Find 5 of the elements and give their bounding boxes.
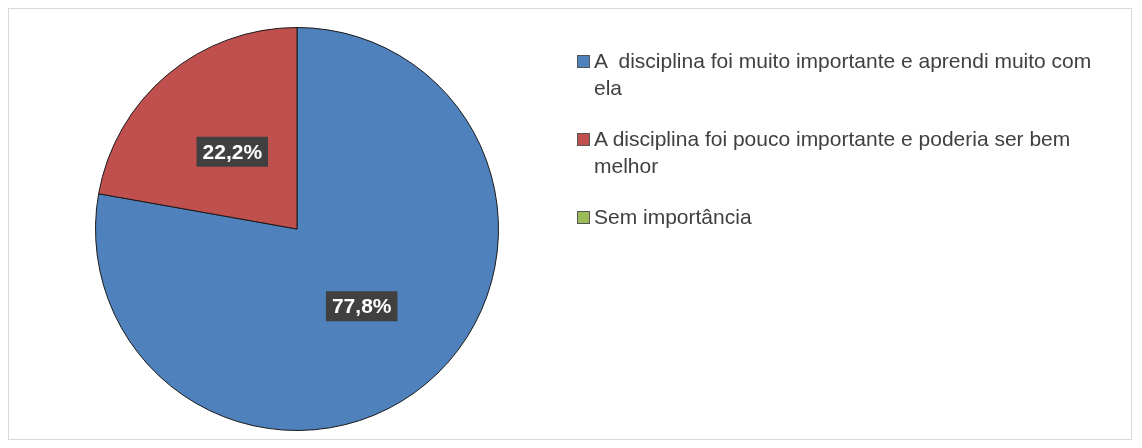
legend-label: A disciplina foi muito importante e aprendi muito com ela [594, 48, 1093, 101]
legend-label: Sem importância [594, 204, 752, 230]
data-label: 77,8% [331, 294, 392, 318]
data-label: 22,2% [202, 139, 263, 163]
legend-label: A disciplina foi pouco importante e poderia ser bem melhor [594, 126, 1072, 179]
